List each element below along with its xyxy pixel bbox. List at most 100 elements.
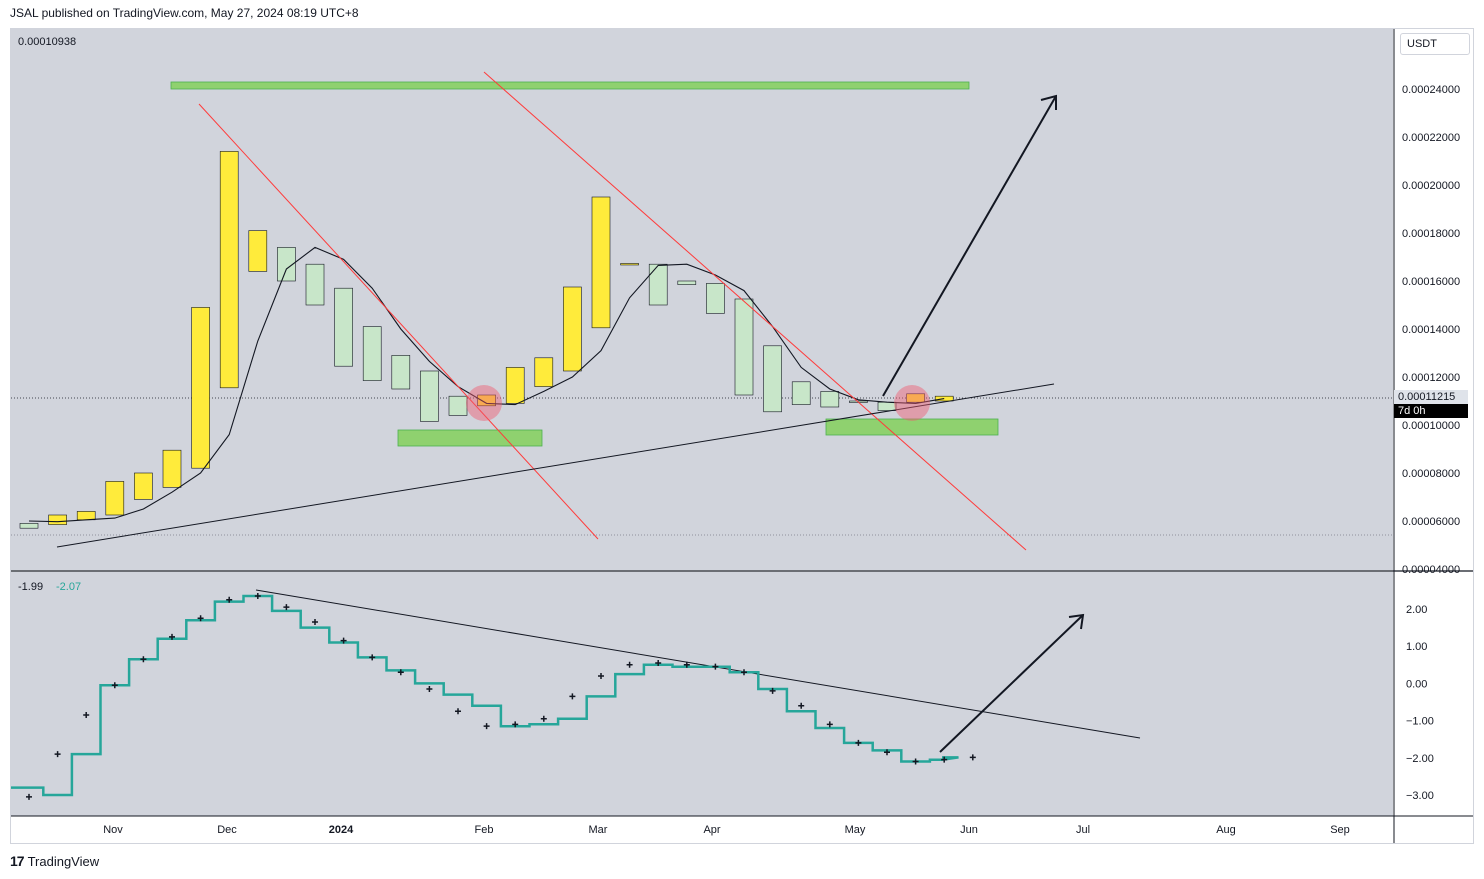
indicator-value-1: -1.99 <box>18 581 44 593</box>
indicator-dot <box>426 685 433 692</box>
chart-frame <box>10 28 1474 844</box>
candle <box>19 523 39 529</box>
indicator-tick-label: −2.00 <box>1406 753 1434 765</box>
indicator-dot <box>969 754 976 761</box>
candle <box>248 230 268 272</box>
ohlc-legend: 0.00010938 <box>18 36 77 48</box>
moving-average-line <box>28 246 945 523</box>
candle <box>563 286 582 372</box>
indicator-dot <box>769 687 776 694</box>
bar-countdown-tag: 7d 0h <box>1394 404 1468 418</box>
indicator-dot <box>912 758 919 765</box>
indicator-dot <box>598 672 604 679</box>
indicator-dot <box>483 723 490 730</box>
candle <box>76 511 96 521</box>
candle <box>734 298 754 396</box>
indicator-dot <box>741 669 747 676</box>
indicator-dot <box>169 633 175 640</box>
candle <box>591 196 611 329</box>
tradingview-logo-icon: 17 <box>10 853 25 869</box>
tradingview-logo-text: TradingView <box>27 853 100 869</box>
published-header: JSAL published on TradingView.com, May 2… <box>10 6 359 20</box>
indicator-tick-label: 1.00 <box>1406 641 1427 653</box>
indicator-tick-label: −3.00 <box>1406 790 1434 802</box>
time-axis-label: 2024 <box>329 824 354 836</box>
time-axis-label: Sep <box>1330 824 1350 836</box>
indicator-dot <box>369 654 376 661</box>
indicator-tick-label: 2.00 <box>1406 604 1427 616</box>
indicator-pane-bg <box>11 572 1393 816</box>
candle <box>162 449 182 488</box>
indicator-dot <box>655 659 662 666</box>
candle <box>906 393 925 403</box>
price-tick-label: 0.00020000 <box>1402 180 1460 192</box>
price-tick-label: 0.00010000 <box>1402 420 1460 432</box>
currency-selector[interactable]: USDT <box>1400 33 1470 55</box>
indicator-dot <box>826 721 833 728</box>
indicator-dot <box>712 663 719 670</box>
projection-arrowhead-main <box>1040 94 1057 110</box>
candle <box>706 283 725 314</box>
indicator-dot <box>855 739 862 746</box>
indicator-dot <box>26 793 32 800</box>
candle <box>820 391 840 408</box>
indicator-dot <box>340 637 347 644</box>
candle <box>391 355 411 390</box>
indicator-projection-arrowhead <box>1068 613 1085 630</box>
indicator-projection-arrow <box>939 614 1084 753</box>
candle <box>448 395 468 416</box>
price-tick-label: 0.00022000 <box>1402 132 1460 144</box>
price-tick-label: 0.00008000 <box>1402 468 1460 480</box>
indicator-dot <box>683 661 690 668</box>
resistance-zone <box>170 81 970 90</box>
retest-circle-1 <box>466 385 502 421</box>
candle <box>677 280 697 285</box>
indicator-value-2: -2.07 <box>56 581 82 593</box>
red-downtrend-line-2 <box>483 71 1027 551</box>
indicator-dot <box>197 615 204 622</box>
candle <box>420 370 439 422</box>
candle <box>48 514 67 525</box>
price-tick-label: 0.00024000 <box>1402 84 1460 96</box>
indicator-dot <box>54 751 61 758</box>
candle <box>763 345 782 413</box>
candle <box>277 247 296 282</box>
candle <box>105 481 125 516</box>
indicator-dot <box>111 682 118 689</box>
indicator-dot <box>83 712 90 719</box>
indicator-dot <box>798 702 805 709</box>
indicator-dot <box>254 592 261 599</box>
red-downtrend-line-1 <box>198 103 599 540</box>
price-tick-label: 0.00014000 <box>1402 324 1460 336</box>
price-tick-label: 0.00018000 <box>1402 228 1460 240</box>
indicator-dot <box>884 749 890 756</box>
price-tick-label: 0.00004000 <box>1402 564 1460 576</box>
time-axis-label: Nov <box>103 824 123 836</box>
indicator-dot <box>512 721 519 728</box>
price-tick-label: 0.00016000 <box>1402 276 1460 288</box>
indicator-dot <box>283 604 290 611</box>
time-axis-label: Mar <box>589 824 608 836</box>
indicator-step-line <box>11 594 959 797</box>
indicator-dot <box>226 596 233 603</box>
candle <box>191 307 210 469</box>
indicator-dot <box>569 693 576 700</box>
candle <box>219 151 239 389</box>
indicator-tick-label: −1.00 <box>1406 716 1434 728</box>
candle <box>505 367 525 404</box>
time-axis-label: Jul <box>1076 824 1090 836</box>
support-zone-right <box>825 418 999 436</box>
candle <box>648 263 668 306</box>
indicator-dot <box>455 708 461 715</box>
indicator-dot <box>941 756 948 763</box>
indicator-tick-label: 0.00 <box>1406 678 1427 690</box>
time-axis-label: Dec <box>217 824 237 836</box>
candle <box>534 357 554 387</box>
candle <box>877 401 897 411</box>
time-axis-label: Jun <box>960 824 978 836</box>
time-axis-label: Aug <box>1216 824 1236 836</box>
tradingview-logo[interactable]: 17 TradingView <box>10 853 99 869</box>
candle <box>477 394 496 407</box>
indicator-dot <box>540 715 547 722</box>
